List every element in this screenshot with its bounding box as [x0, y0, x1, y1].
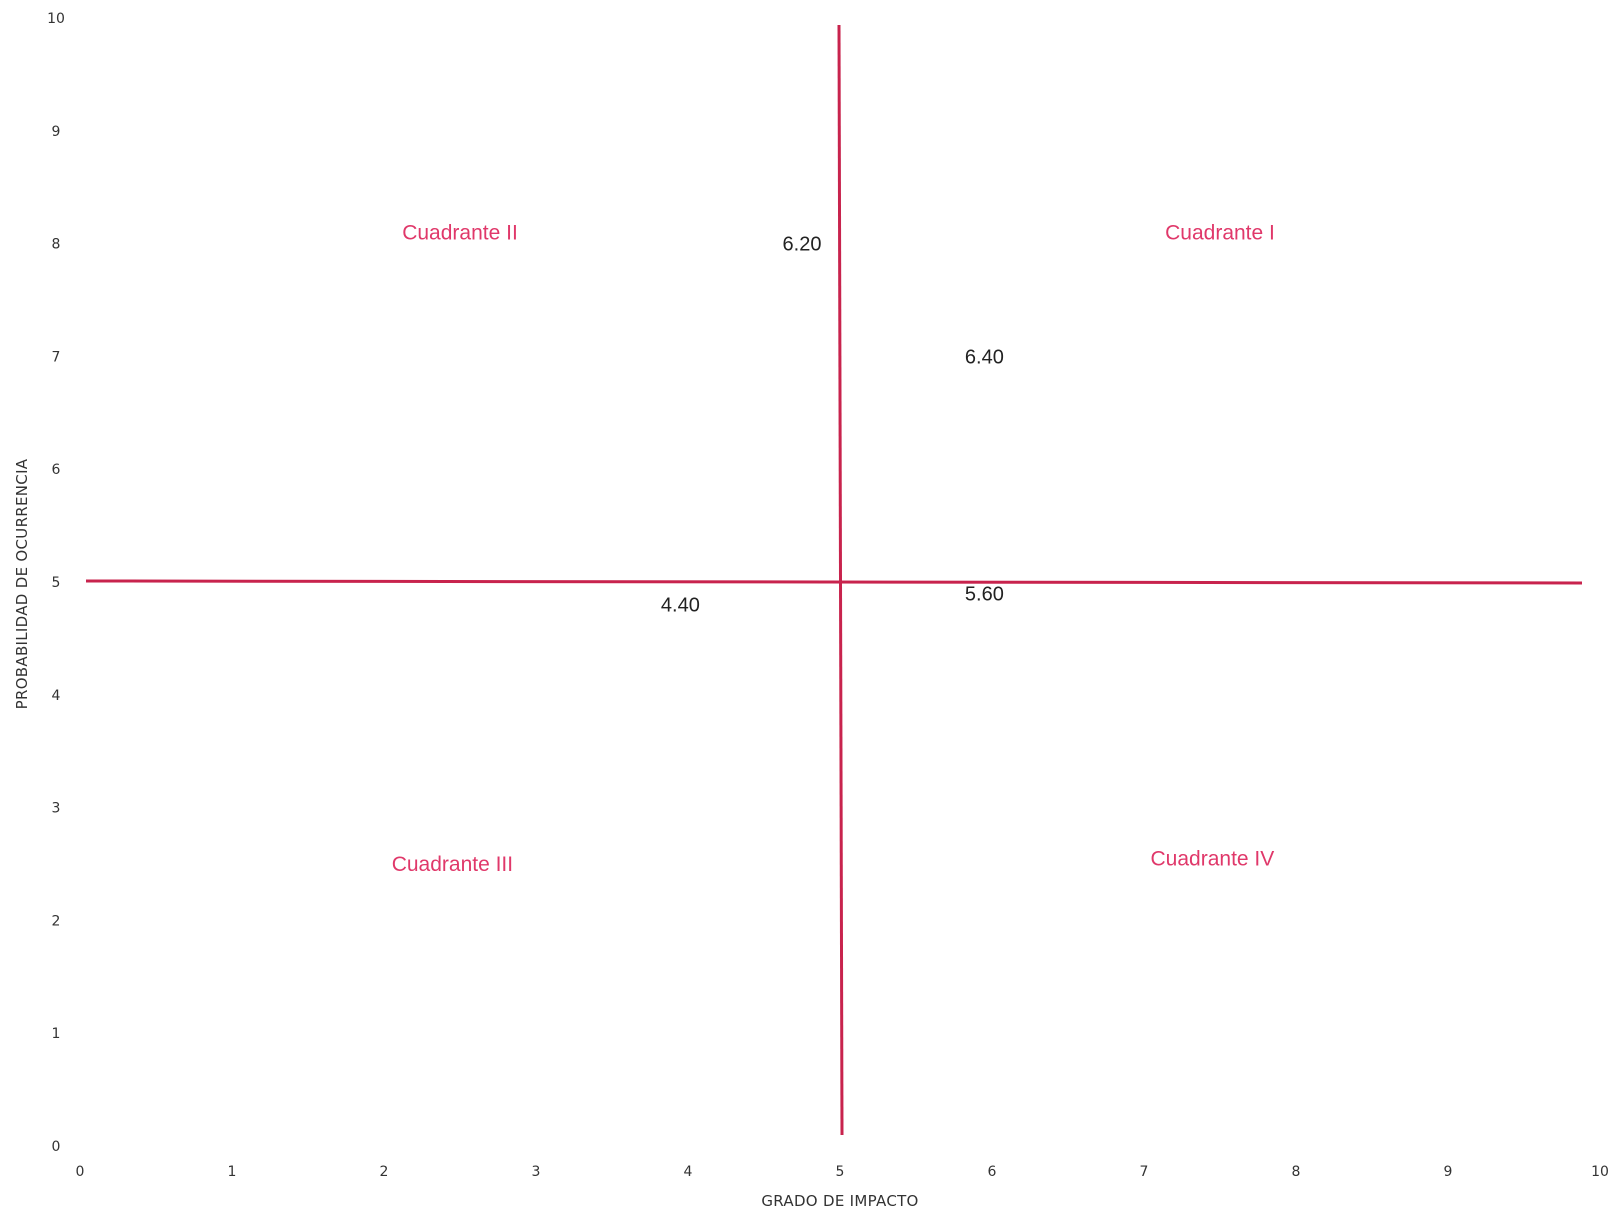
x-tick-label: 2: [380, 1164, 389, 1180]
x-tick-label: 0: [76, 1164, 85, 1180]
y-tick-label: 7: [52, 349, 61, 365]
quadrant-labels: Cuadrante I Cuadrante II Cuadrante III Cuad…: [392, 221, 1275, 876]
horizontal-divider-line: [85, 579, 1583, 585]
x-tick-label: 6: [988, 1164, 997, 1180]
y-axis-ticks: 0 1 2 3 4 5 6 7 8 9 10: [47, 11, 65, 1155]
y-tick-label: 3: [52, 801, 61, 817]
x-tick-label: 9: [1444, 1164, 1453, 1180]
y-axis-label: PROBABILIDAD DE OCURRENCIA: [13, 458, 31, 709]
y-tick-label: 10: [47, 11, 65, 27]
value-label: 5.60: [965, 583, 1004, 605]
x-tick-label: 4: [684, 1164, 693, 1180]
y-tick-label: 8: [52, 237, 61, 253]
y-tick-label: 9: [52, 124, 61, 140]
value-labels: 6.20 6.40 4.40 5.60: [661, 234, 1004, 617]
y-tick-label: 1: [52, 1026, 61, 1042]
y-tick-label: 5: [52, 575, 61, 591]
y-tick-label: 2: [52, 913, 61, 929]
quadrant-label: Cuadrante I: [1165, 221, 1275, 244]
quadrant-label: Cuadrante III: [392, 853, 513, 876]
value-label: 4.40: [661, 595, 700, 617]
y-tick-label: 0: [52, 1139, 61, 1155]
x-tick-label: 1: [228, 1164, 237, 1180]
x-tick-label: 8: [1292, 1164, 1301, 1180]
y-tick-label: 6: [52, 462, 61, 478]
vertical-divider-line: [837, 24, 844, 1136]
x-tick-label: 10: [1591, 1164, 1609, 1180]
x-axis-ticks: 0 1 2 3 4 5 6 7 8 9 10: [76, 1164, 1609, 1180]
quadrant-label: Cuadrante II: [402, 221, 518, 244]
quadrant-dividers: [85, 24, 1583, 1136]
value-label: 6.20: [783, 234, 822, 256]
value-label: 6.40: [965, 346, 1004, 368]
quadrant-label: Cuadrante IV: [1151, 847, 1275, 870]
x-axis-label: GRADO DE IMPACTO: [761, 1192, 918, 1210]
y-tick-label: 4: [52, 688, 61, 704]
x-tick-label: 7: [1140, 1164, 1149, 1180]
x-tick-label: 5: [836, 1164, 845, 1180]
x-tick-label: 3: [532, 1164, 541, 1180]
